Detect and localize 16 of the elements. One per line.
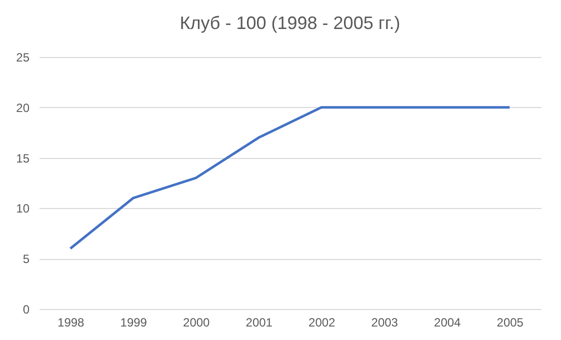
x-tick-label: 2002 (308, 316, 336, 330)
y-tick-label: 10 (16, 202, 30, 216)
y-tick-label: 20 (16, 100, 30, 115)
x-tick-label: 1999 (120, 316, 148, 330)
chart-title: Клуб - 100 (1998 - 2005 гг.) (180, 13, 400, 33)
y-tick-label: 0 (22, 302, 30, 316)
x-tick-label: 2001 (246, 316, 273, 330)
y-tick-label: 25 (16, 50, 30, 64)
y-tick-label: 15 (16, 151, 30, 166)
x-tick-label: 1998 (58, 316, 85, 330)
x-tick-label: 2005 (496, 316, 524, 330)
x-tick-label: 2004 (434, 316, 462, 330)
line-series (69, 106, 511, 250)
x-tick-label: 2000 (183, 316, 210, 330)
x-tick-label: 2003 (371, 316, 398, 330)
y-tick-label: 5 (22, 252, 30, 266)
